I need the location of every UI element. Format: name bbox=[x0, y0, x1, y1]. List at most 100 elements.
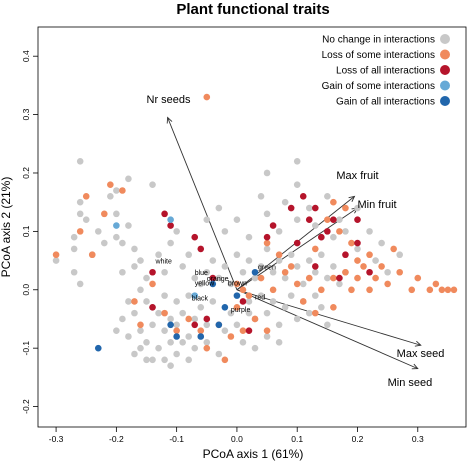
point-loss-of-all-interactions bbox=[161, 210, 168, 218]
point-loss-of-some-interactions bbox=[161, 309, 168, 317]
legend-swatch bbox=[440, 96, 450, 106]
point-gain-of-all-interactions bbox=[215, 321, 223, 329]
point-no-change-in-interactions bbox=[299, 280, 307, 288]
point-loss-of-all-interactions bbox=[197, 245, 205, 253]
legend-entry-label: Loss of some interactions bbox=[322, 50, 435, 61]
point-gain-of-some-interactions bbox=[167, 216, 174, 224]
point-no-change-in-interactions bbox=[287, 292, 295, 299]
point-no-change-in-interactions bbox=[318, 303, 325, 311]
y-tick-label: 0.3 bbox=[21, 108, 31, 120]
point-no-change-in-interactions bbox=[293, 216, 301, 224]
point-loss-of-some-interactions bbox=[149, 280, 156, 288]
point-loss-of-some-interactions bbox=[342, 204, 349, 212]
point-no-change-in-interactions bbox=[82, 216, 90, 224]
point-loss-of-some-interactions bbox=[324, 216, 331, 224]
point-loss-of-some-interactions bbox=[354, 257, 361, 264]
point-loss-of-some-interactions bbox=[330, 198, 337, 206]
point-loss-of-all-interactions bbox=[311, 204, 319, 212]
point-no-change-in-interactions bbox=[131, 350, 138, 358]
point-no-change-in-interactions bbox=[161, 292, 168, 299]
point-no-change-in-interactions bbox=[161, 356, 168, 364]
point-loss-of-some-interactions bbox=[88, 251, 96, 259]
point-no-change-in-interactions bbox=[330, 233, 337, 241]
point-no-change-in-interactions bbox=[324, 274, 331, 282]
point-no-change-in-interactions bbox=[209, 257, 217, 264]
point-loss-of-some-interactions bbox=[348, 239, 355, 247]
point-no-change-in-interactions bbox=[263, 309, 271, 317]
point-no-change-in-interactions bbox=[396, 251, 403, 259]
y-axis-label: PCoA axis 2 (21%) bbox=[0, 177, 13, 278]
point-no-change-in-interactions bbox=[76, 280, 84, 288]
vector-label: Max seed bbox=[397, 348, 445, 360]
point-no-change-in-interactions bbox=[137, 286, 144, 294]
point-no-change-in-interactions bbox=[197, 303, 205, 311]
point-loss-of-all-interactions bbox=[209, 274, 217, 282]
point-no-change-in-interactions bbox=[76, 198, 84, 206]
point-loss-of-some-interactions bbox=[311, 309, 319, 317]
point-loss-of-some-interactions bbox=[203, 344, 211, 352]
point-gain-of-some-interactions bbox=[113, 222, 120, 229]
point-loss-of-all-interactions bbox=[336, 274, 343, 282]
legend-swatch bbox=[440, 49, 450, 60]
point-loss-of-some-interactions bbox=[263, 239, 271, 247]
point-no-change-in-interactions bbox=[221, 327, 229, 334]
point-loss-of-some-interactions bbox=[372, 274, 379, 282]
x-tick-label: 0.2 bbox=[352, 434, 364, 444]
point-gain-of-all-interactions bbox=[167, 321, 174, 329]
point-no-change-in-interactions bbox=[125, 175, 132, 183]
point-loss-of-all-interactions bbox=[287, 204, 295, 212]
legend-entry-label: Gain of all interactions bbox=[336, 97, 435, 108]
point-loss-of-all-interactions bbox=[293, 239, 301, 247]
point-gain-of-all-interactions bbox=[197, 333, 205, 340]
point-loss-of-all-interactions bbox=[263, 233, 271, 241]
trait-vector-arrowhead bbox=[411, 363, 419, 370]
point-no-change-in-interactions bbox=[239, 339, 247, 346]
point-no-change-in-interactions bbox=[305, 309, 313, 317]
point-loss-of-some-interactions bbox=[185, 315, 193, 323]
x-tick-label: -0.3 bbox=[49, 434, 64, 444]
point-no-change-in-interactions bbox=[372, 257, 379, 264]
point-no-change-in-interactions bbox=[107, 193, 114, 200]
point-no-change-in-interactions bbox=[155, 309, 162, 317]
point-no-change-in-interactions bbox=[311, 292, 319, 299]
y-tick-label: 0.0 bbox=[21, 284, 31, 296]
x-tick-label: 0.1 bbox=[291, 434, 303, 444]
point-no-change-in-interactions bbox=[113, 187, 120, 194]
point-no-change-in-interactions bbox=[143, 274, 150, 282]
point-no-change-in-interactions bbox=[263, 333, 271, 340]
x-tick-label: -0.1 bbox=[169, 434, 184, 444]
point-no-change-in-interactions bbox=[76, 210, 84, 218]
point-no-change-in-interactions bbox=[143, 298, 150, 305]
point-no-change-in-interactions bbox=[257, 193, 265, 200]
point-no-change-in-interactions bbox=[179, 263, 186, 270]
plot-area-frame bbox=[37, 26, 467, 428]
point-no-change-in-interactions bbox=[185, 292, 193, 299]
point-no-change-in-interactions bbox=[251, 344, 259, 352]
point-no-change-in-interactions bbox=[173, 321, 180, 329]
x-axis-ticks: -0.3 -0.2 -0.1 0.0 0.1 0.2 0.3 bbox=[49, 427, 424, 444]
point-loss-of-some-interactions bbox=[287, 263, 295, 270]
point-loss-of-some-interactions bbox=[330, 303, 337, 311]
point-no-change-in-interactions bbox=[324, 321, 331, 329]
legend: No change in interactions Loss of some in… bbox=[322, 34, 450, 108]
point-no-change-in-interactions bbox=[185, 356, 193, 364]
point-no-change-in-interactions bbox=[227, 309, 235, 317]
trait-vector-line bbox=[236, 289, 418, 370]
point-no-change-in-interactions bbox=[137, 344, 144, 352]
point-no-change-in-interactions bbox=[167, 362, 174, 369]
point-no-change-in-interactions bbox=[167, 315, 174, 323]
point-no-change-in-interactions bbox=[203, 216, 211, 224]
point-no-change-in-interactions bbox=[251, 274, 259, 282]
vector-labels: Nr seeds Max fruit Min fruit Max seed Min se… bbox=[147, 94, 445, 389]
point-no-change-in-interactions bbox=[275, 321, 283, 329]
point-loss-of-some-interactions bbox=[438, 286, 446, 294]
point-no-change-in-interactions bbox=[336, 280, 343, 288]
point-no-change-in-interactions bbox=[167, 239, 174, 247]
point-no-change-in-interactions bbox=[263, 245, 271, 253]
point-loss-of-some-interactions bbox=[342, 268, 349, 276]
point-no-change-in-interactions bbox=[173, 228, 180, 235]
legend-swatch bbox=[440, 80, 450, 91]
point-loss-of-some-interactions bbox=[239, 327, 247, 334]
point-no-change-in-interactions bbox=[209, 298, 217, 305]
point-no-change-in-interactions bbox=[221, 228, 229, 235]
